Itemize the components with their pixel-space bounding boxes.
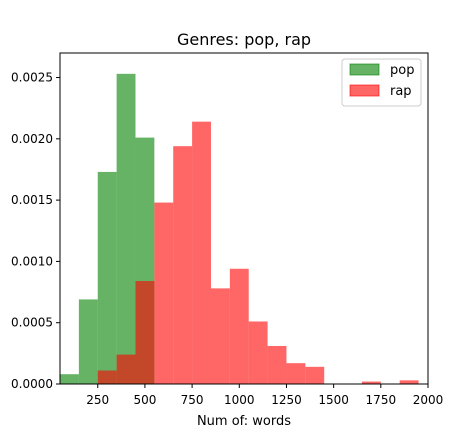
- rap-bar: [361, 381, 381, 384]
- x-tick-label: 1000: [224, 393, 255, 407]
- legend-label: rap: [390, 84, 412, 99]
- pop-bar: [60, 374, 79, 384]
- y-tick-label: 0.0025: [11, 71, 53, 85]
- rap-bar: [248, 321, 268, 384]
- rap-bar: [116, 354, 136, 384]
- x-axis-label: Num of: words: [197, 414, 291, 429]
- rap-bar: [399, 380, 419, 384]
- y-tick-label: 0.0020: [11, 132, 53, 146]
- legend-label: pop: [390, 63, 414, 78]
- rap-bar: [97, 370, 117, 384]
- rap-bar: [135, 281, 155, 384]
- x-tick-label: 2000: [413, 393, 444, 407]
- x-tick-label: 1500: [318, 393, 349, 407]
- histogram-bars: [60, 73, 419, 384]
- x-tick-label: 500: [133, 393, 156, 407]
- y-axis-ticks: 0.0000 0.0005 0.0010 0.0015 0.0020 0.0025: [11, 71, 60, 391]
- rap-bar: [154, 202, 174, 384]
- x-tick-label: 750: [181, 393, 204, 407]
- y-tick-label: 0.0015: [11, 193, 53, 207]
- pop-legend-swatch: [349, 63, 380, 76]
- rap-bar: [192, 121, 211, 384]
- pop-bar: [116, 73, 136, 384]
- rap-legend-swatch: [349, 84, 380, 97]
- rap-bar: [210, 288, 230, 384]
- rap-bar: [286, 363, 306, 384]
- x-tick-label: 1750: [366, 393, 397, 407]
- y-tick-label: 0.0000: [11, 377, 53, 391]
- rap-bar: [173, 146, 193, 384]
- x-tick-label: 250: [86, 393, 109, 407]
- x-axis-ticks: 250 500 750 1000 1250 1500 1750 2000: [86, 384, 443, 407]
- y-tick-label: 0.0005: [11, 316, 53, 330]
- legend: pop rap: [341, 58, 422, 107]
- x-tick-label: 1250: [271, 393, 302, 407]
- rap-bar: [229, 268, 249, 384]
- pop-bar: [78, 299, 98, 384]
- pop-bar: [97, 171, 117, 384]
- chart-title: Genres: pop, rap: [177, 30, 311, 49]
- plot-frame: [59, 52, 429, 385]
- y-tick-label: 0.0010: [11, 254, 53, 268]
- rap-bar: [267, 345, 287, 384]
- rap-bar: [305, 366, 325, 384]
